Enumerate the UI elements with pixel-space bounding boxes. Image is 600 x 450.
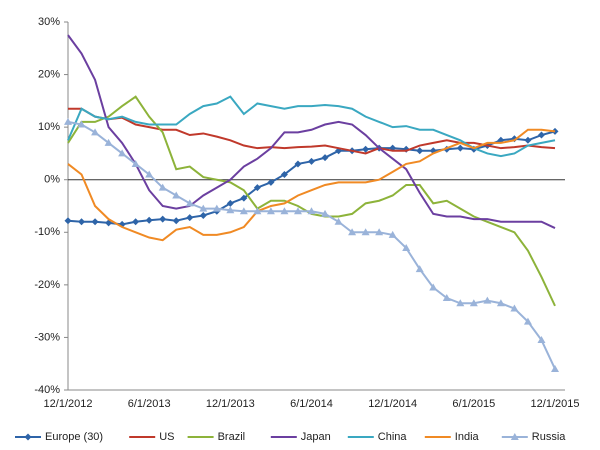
marker: [131, 159, 140, 167]
marker: [416, 147, 424, 155]
marker: [132, 218, 140, 226]
y-tick-label: -20%: [34, 279, 60, 291]
marker: [321, 209, 330, 217]
marker: [199, 204, 208, 212]
marker: [64, 117, 72, 125]
y-tick-label: 20%: [38, 68, 60, 80]
marker: [91, 128, 100, 136]
marker: [267, 178, 275, 186]
marker: [145, 216, 153, 224]
marker: [442, 294, 451, 301]
marker: [375, 228, 384, 236]
marker: [226, 206, 235, 214]
legend-label: Russia: [532, 431, 567, 443]
marker: [537, 131, 545, 139]
marker: [469, 299, 478, 307]
marker: [415, 265, 424, 273]
marker: [524, 136, 532, 144]
marker: [361, 228, 370, 236]
x-tick-label: 12/1/2013: [206, 398, 255, 410]
marker: [266, 207, 275, 215]
legend-label: Brazil: [218, 431, 246, 443]
marker: [185, 199, 194, 207]
marker: [308, 157, 315, 165]
marker: [388, 230, 397, 238]
marker: [159, 215, 167, 223]
marker: [402, 244, 411, 252]
marker: [145, 170, 154, 178]
y-tick-label: 0%: [44, 174, 60, 186]
marker: [118, 149, 127, 157]
marker: [483, 296, 492, 304]
x-tick-label: 12/1/2012: [44, 398, 93, 410]
marker: [456, 299, 465, 307]
marker: [64, 217, 72, 225]
marker: [199, 211, 207, 219]
marker: [91, 218, 99, 226]
marker: [253, 184, 261, 192]
y-tick-label: -40%: [34, 384, 60, 396]
marker: [172, 191, 181, 199]
marker: [172, 217, 180, 225]
marker: [186, 214, 194, 222]
legend-label: India: [455, 431, 480, 443]
marker: [226, 199, 234, 207]
marker: [280, 207, 289, 215]
x-tick-label: 6/1/2014: [290, 398, 333, 410]
series-line: [68, 107, 556, 155]
x-tick-label: 6/1/2013: [128, 398, 171, 410]
marker: [104, 138, 113, 146]
marker: [24, 433, 32, 441]
marker: [456, 144, 464, 152]
y-tick-label: -30%: [34, 331, 60, 343]
series-line: [67, 128, 556, 242]
marker: [523, 317, 532, 325]
marker: [537, 336, 546, 344]
marker: [280, 170, 288, 178]
marker: [239, 207, 248, 215]
series-line: [67, 34, 556, 229]
legend-label: Japan: [301, 431, 331, 443]
legend-label: Europe (30): [45, 431, 103, 443]
marker: [78, 218, 86, 226]
marker: [253, 207, 262, 215]
marker: [158, 183, 167, 191]
marker: [293, 207, 302, 215]
y-tick-label: -10%: [34, 226, 60, 238]
marker: [348, 228, 357, 236]
marker: [510, 433, 519, 440]
marker: [321, 154, 329, 162]
marker: [212, 204, 221, 212]
legend-label: China: [378, 431, 408, 443]
x-tick-label: 6/1/2015: [452, 398, 495, 410]
series-line: [67, 95, 556, 307]
marker: [307, 207, 316, 215]
marker: [362, 145, 370, 153]
marker: [240, 194, 248, 202]
y-tick-label: 10%: [38, 121, 60, 133]
marker: [496, 299, 505, 307]
x-tick-label: 12/1/2014: [368, 398, 417, 410]
legend-label: US: [159, 431, 174, 443]
marker: [510, 304, 519, 312]
x-tick-label: 12/1/2015: [531, 398, 580, 410]
y-tick-label: 30%: [38, 16, 60, 28]
marker: [77, 120, 86, 128]
marker: [551, 364, 559, 372]
marker: [294, 160, 302, 168]
marker: [334, 217, 343, 225]
marker: [429, 283, 438, 291]
